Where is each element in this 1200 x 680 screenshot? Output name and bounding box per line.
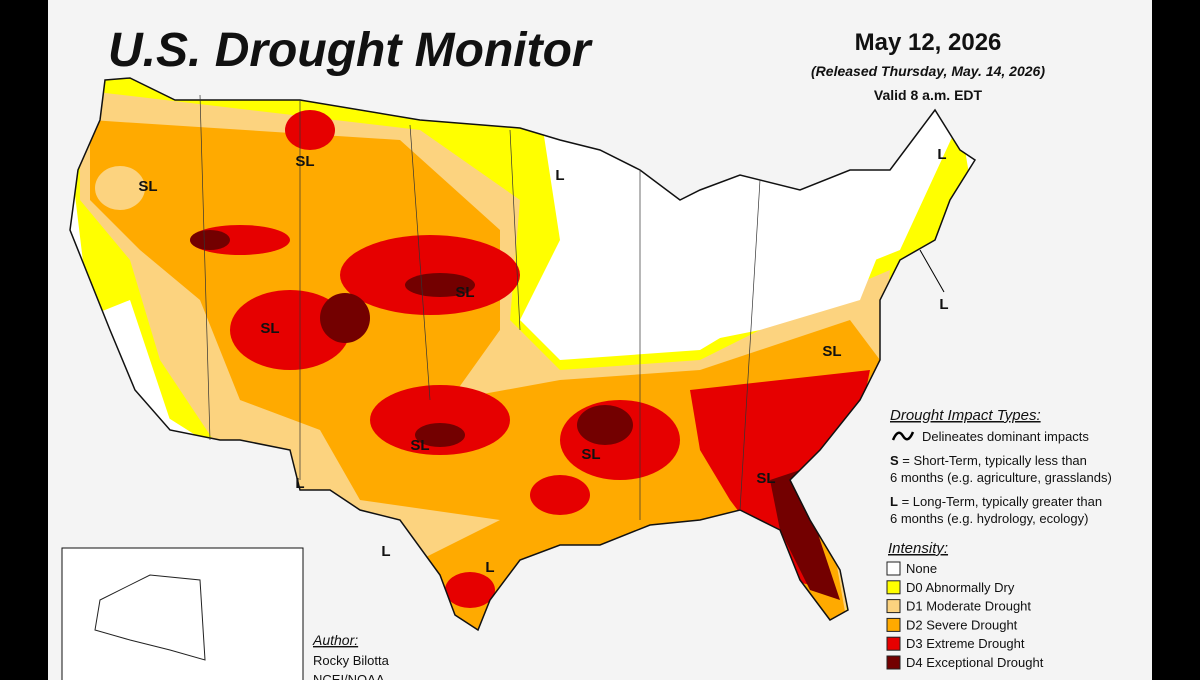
- legend-label: D1 Moderate Drought: [906, 599, 1031, 614]
- map-label: SL: [138, 178, 157, 195]
- map-label: SL: [756, 470, 775, 487]
- map-label: L: [381, 543, 390, 560]
- map-label: L: [485, 559, 494, 576]
- legend-swatch: [886, 599, 901, 614]
- author-name: Rocky Bilotta: [313, 653, 390, 668]
- legend-swatch: [886, 617, 901, 632]
- release-date: (Released Thursday, May. 14, 2026): [811, 63, 1045, 79]
- long-term-line: L = Long-Term, typically greater than: [890, 494, 1102, 509]
- drought-areas: [70, 78, 975, 630]
- valid-time: Valid 8 a.m. EDT: [874, 87, 983, 103]
- legend-label: D2 Severe Drought: [906, 617, 1018, 632]
- map-label: SL: [581, 446, 600, 463]
- impact-line-icon: [891, 431, 915, 441]
- d1-area: [95, 166, 145, 210]
- legend-swatch: [886, 580, 901, 595]
- map-label: L: [555, 167, 564, 184]
- d4-area: [577, 405, 633, 445]
- short-term-line: S = Short-Term, typically less than: [890, 453, 1087, 468]
- long-term-code: L: [890, 494, 898, 509]
- us-map: [69, 77, 977, 632]
- pointer-line: [919, 249, 945, 293]
- short-term-text: = Short-Term, typically less than: [902, 453, 1087, 468]
- map-label: L: [295, 475, 304, 492]
- d3-area: [445, 572, 495, 608]
- d3-area: [530, 475, 590, 515]
- us-border: [69, 77, 977, 632]
- map-label: SL: [455, 284, 474, 301]
- title: U.S. Drought Monitor: [108, 24, 593, 77]
- alaska-inset: [61, 547, 304, 680]
- impact-heading: Drought Impact Types:: [890, 407, 1041, 424]
- state-lines: [199, 94, 761, 520]
- d4-area: [770, 470, 840, 600]
- legend-label: D0 Abnormally Dry: [906, 580, 1015, 595]
- map-label: SL: [295, 153, 314, 170]
- author-heading: Author:: [312, 632, 358, 648]
- none-area: [560, 150, 700, 260]
- legend-label: D4 Exceptional Drought: [906, 655, 1044, 670]
- long-term-text: 6 months (e.g. hydrology, ecology): [890, 511, 1088, 526]
- legend-label: D3 Extreme Drought: [906, 636, 1025, 651]
- map-label: L: [937, 146, 946, 163]
- d4-area: [405, 273, 475, 297]
- legend-swatch: [886, 655, 901, 670]
- map-labels: SL SL L L L SL SL SL SL SL SL L L L: [138, 146, 948, 576]
- map-label: SL: [822, 343, 841, 360]
- impact-delineates: Delineates dominant impacts: [922, 429, 1089, 444]
- d4-area: [190, 230, 230, 250]
- legend-swatch: [886, 561, 901, 576]
- impact-legend: Drought Impact Types: Delineates dominan…: [888, 407, 1112, 557]
- intensity-heading: Intensity:: [888, 540, 948, 557]
- legend-label: None: [906, 561, 937, 576]
- intensity-legend: None D0 Abnormally Dry D1 Moderate Drought…: [886, 561, 1044, 670]
- d4-area: [320, 293, 370, 343]
- map-date: May 12, 2026: [855, 29, 1002, 56]
- legend-swatch: [886, 636, 901, 651]
- d3-area: [230, 290, 350, 370]
- d3-area: [370, 385, 510, 455]
- d2-area: [90, 120, 880, 630]
- d3-area: [285, 110, 335, 150]
- author-org: NCEI/NOAA: [313, 672, 385, 680]
- short-term-code: S: [890, 453, 899, 468]
- long-term-text: = Long-Term, typically greater than: [902, 494, 1103, 509]
- map-label: SL: [260, 320, 279, 337]
- d4-area: [415, 423, 465, 447]
- map-label: SL: [410, 437, 429, 454]
- short-term-text: 6 months (e.g. agriculture, grasslands): [890, 470, 1112, 485]
- map-label: L: [939, 296, 948, 313]
